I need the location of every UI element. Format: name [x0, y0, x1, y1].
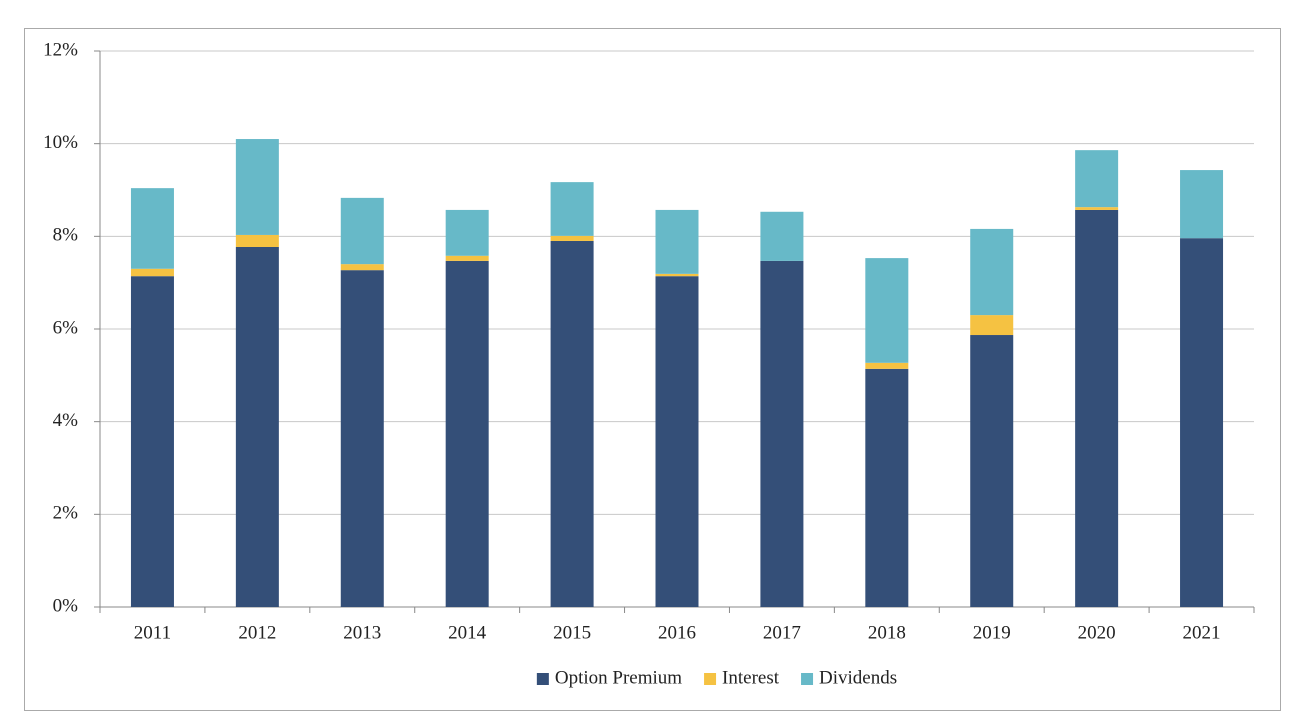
- bar-segment: [550, 240, 594, 607]
- legend-label: Option Premium: [555, 667, 682, 688]
- x-tick-label: 2020: [1078, 622, 1116, 643]
- bar-segment: [1180, 238, 1224, 608]
- x-tick-label: 2017: [763, 622, 801, 643]
- bar-segment: [655, 273, 699, 277]
- bar-segment: [445, 260, 489, 607]
- x-tick-label: 2014: [448, 622, 487, 643]
- bar-segment: [130, 268, 174, 277]
- bar-segment: [1180, 170, 1224, 239]
- y-tick-label: 0%: [53, 595, 79, 616]
- bar-segment: [550, 182, 594, 236]
- y-tick-label: 4%: [53, 410, 79, 431]
- bar-segment: [970, 228, 1014, 316]
- bar-segment: [445, 209, 489, 256]
- bar-segment: [445, 255, 489, 261]
- bar-segment: [1075, 150, 1119, 208]
- bar-segment: [340, 264, 384, 271]
- bar-segment: [1075, 207, 1119, 210]
- x-tick-label: 2015: [553, 622, 591, 643]
- legend-swatch: [704, 673, 717, 685]
- x-tick-label: 2011: [134, 622, 171, 643]
- y-tick-label: 2%: [53, 503, 79, 524]
- x-tick-label: 2019: [973, 622, 1011, 643]
- legend-label: Dividends: [819, 667, 897, 688]
- y-tick-label: 10%: [43, 132, 78, 153]
- bar-segment: [760, 260, 804, 607]
- bar-segment: [655, 209, 699, 274]
- bar-segment: [865, 258, 909, 363]
- legend-swatch: [536, 673, 549, 685]
- y-tick-label: 12%: [43, 39, 78, 60]
- legend-label: Interest: [722, 667, 780, 688]
- bar-segment: [760, 211, 804, 261]
- bar-segment: [1075, 209, 1119, 607]
- bar-segment: [235, 139, 279, 235]
- bar-segment: [340, 270, 384, 607]
- bar-segment: [865, 368, 909, 607]
- bar-segment: [550, 235, 594, 241]
- y-tick-label: 8%: [53, 225, 79, 246]
- bar-segment: [865, 362, 909, 369]
- x-tick-label: 2013: [343, 622, 381, 643]
- bar-segment: [130, 188, 174, 269]
- x-tick-label: 2018: [868, 622, 906, 643]
- bar-segment: [235, 234, 279, 247]
- bar-segment: [970, 315, 1014, 336]
- bar-segment: [970, 335, 1014, 607]
- bar-segment: [340, 197, 384, 265]
- chart-frame: [24, 28, 1281, 711]
- bar-segment: [235, 246, 279, 608]
- legend-swatch: [801, 673, 814, 685]
- y-tick-label: 6%: [53, 317, 79, 338]
- x-tick-label: 2021: [1183, 622, 1221, 643]
- x-tick-label: 2012: [238, 622, 276, 643]
- bar-segment: [130, 276, 174, 607]
- bar-segment: [655, 276, 699, 607]
- x-tick-label: 2016: [658, 622, 696, 643]
